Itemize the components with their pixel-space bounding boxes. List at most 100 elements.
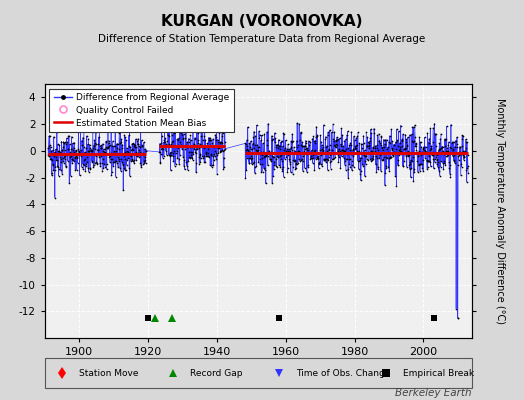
Point xyxy=(92,159,101,165)
Point xyxy=(136,160,145,166)
Point xyxy=(249,160,257,166)
Point xyxy=(352,144,360,151)
Point xyxy=(288,147,296,153)
Point xyxy=(344,145,353,151)
Point xyxy=(258,161,267,168)
Point xyxy=(59,143,68,150)
Point xyxy=(62,135,71,141)
Point xyxy=(56,154,64,160)
Point xyxy=(364,139,372,146)
Point xyxy=(378,157,386,163)
Point xyxy=(84,136,93,142)
Point xyxy=(198,153,206,159)
Point xyxy=(54,172,63,179)
Point xyxy=(278,166,287,172)
Point xyxy=(350,164,358,170)
Point xyxy=(397,138,406,144)
Point xyxy=(343,132,351,138)
Point xyxy=(313,156,322,162)
Point xyxy=(384,144,392,151)
Point xyxy=(205,142,214,148)
Point xyxy=(388,138,396,144)
Point xyxy=(247,138,255,144)
Point xyxy=(135,147,144,153)
Point xyxy=(257,132,266,139)
Point xyxy=(414,169,422,175)
Point xyxy=(156,160,165,166)
Point xyxy=(308,147,316,154)
Point xyxy=(96,153,105,159)
Point xyxy=(459,133,467,139)
Point xyxy=(108,169,116,175)
Point xyxy=(132,136,140,142)
Point xyxy=(439,166,447,172)
Point xyxy=(454,315,462,321)
Point xyxy=(114,140,122,147)
Point xyxy=(271,135,279,142)
Point xyxy=(164,118,172,125)
Point xyxy=(188,144,196,150)
Point xyxy=(242,141,250,147)
Point xyxy=(391,172,399,179)
Point xyxy=(419,146,427,152)
Point xyxy=(126,147,135,154)
Point xyxy=(282,154,291,160)
Point xyxy=(452,150,461,156)
Point xyxy=(318,162,326,169)
Point xyxy=(380,141,389,147)
Point xyxy=(281,145,289,152)
Point xyxy=(302,144,311,151)
Point xyxy=(198,143,206,150)
Point xyxy=(408,138,416,144)
Point xyxy=(409,153,417,160)
Point xyxy=(101,150,109,156)
Point xyxy=(176,152,184,158)
Point xyxy=(346,156,354,162)
Point xyxy=(399,146,408,153)
Point xyxy=(432,152,441,158)
Point xyxy=(214,145,222,152)
Point xyxy=(67,134,75,140)
Point xyxy=(134,136,143,142)
Point xyxy=(199,126,207,132)
Point xyxy=(191,150,200,156)
Point xyxy=(90,161,98,168)
Point xyxy=(367,147,376,154)
Point xyxy=(133,153,141,159)
Point xyxy=(57,158,65,165)
Point xyxy=(129,147,137,153)
Point xyxy=(263,142,271,148)
Point xyxy=(325,127,334,133)
Point xyxy=(122,167,130,173)
Point xyxy=(451,150,460,156)
Point xyxy=(167,152,176,158)
Point xyxy=(183,166,192,173)
Point xyxy=(109,162,117,169)
Point xyxy=(321,134,330,140)
Point xyxy=(191,149,200,155)
Point xyxy=(394,157,402,163)
Point xyxy=(383,155,391,161)
Point xyxy=(380,144,388,150)
Point xyxy=(326,165,335,172)
Point xyxy=(83,141,92,148)
Point xyxy=(415,148,423,154)
Text: Empirical Break: Empirical Break xyxy=(403,368,474,378)
Point xyxy=(425,157,433,164)
Point xyxy=(168,122,176,128)
Point xyxy=(194,108,202,114)
Point xyxy=(394,162,402,168)
Point xyxy=(51,146,60,152)
Point xyxy=(277,139,285,146)
Point xyxy=(418,148,426,155)
Point xyxy=(423,157,431,164)
Point xyxy=(172,143,180,149)
Point xyxy=(84,164,92,171)
Point xyxy=(359,140,368,146)
Point xyxy=(182,124,190,131)
Point xyxy=(136,144,144,150)
Point xyxy=(363,143,372,150)
Point xyxy=(340,148,348,154)
Point xyxy=(286,148,294,154)
Text: Record Gap: Record Gap xyxy=(190,368,242,378)
